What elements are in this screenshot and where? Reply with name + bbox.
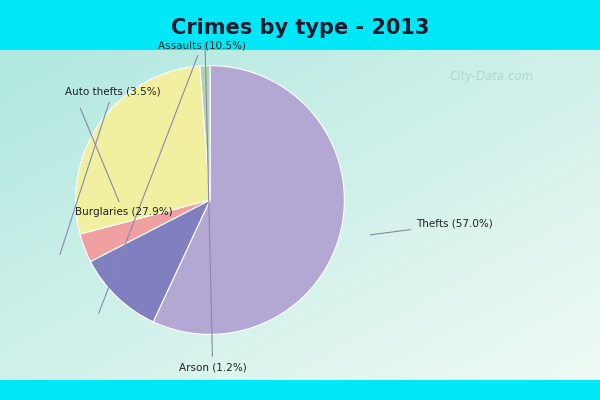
Wedge shape (80, 200, 210, 262)
Text: City-Data.com: City-Data.com (450, 70, 534, 83)
Text: Auto thefts (3.5%): Auto thefts (3.5%) (60, 87, 160, 254)
Text: Assaults (10.5%): Assaults (10.5%) (99, 40, 246, 313)
Text: Thefts (57.0%): Thefts (57.0%) (370, 219, 493, 235)
Wedge shape (200, 66, 210, 200)
Wedge shape (153, 66, 344, 334)
Text: Burglaries (27.9%): Burglaries (27.9%) (74, 108, 172, 217)
Text: Crimes by type - 2013: Crimes by type - 2013 (171, 18, 429, 38)
Wedge shape (76, 66, 210, 234)
Wedge shape (91, 200, 210, 322)
Text: Arson (1.2%): Arson (1.2%) (179, 42, 247, 372)
